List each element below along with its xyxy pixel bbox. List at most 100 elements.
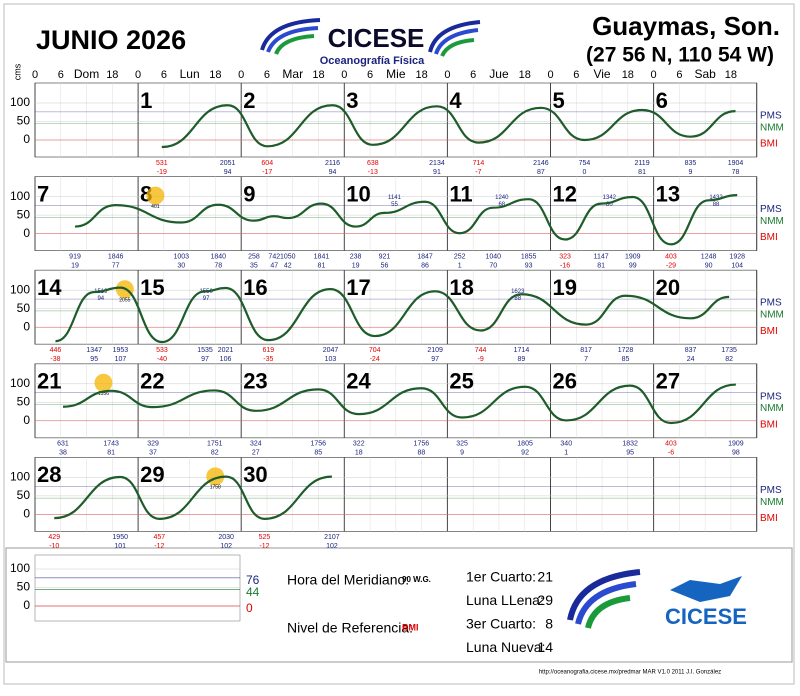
day-number: 15 [140, 275, 164, 300]
day-number: 22 [140, 369, 164, 394]
extreme-time: 1347 [86, 347, 102, 354]
extreme-time: 1756 [310, 441, 326, 448]
extreme-time: 921 [379, 253, 391, 260]
day-number: 17 [346, 275, 370, 300]
extreme-time: 533 [156, 347, 168, 354]
extreme-time: 2021 [218, 347, 234, 354]
extreme-time: 619 [262, 347, 274, 354]
legend-level-value: 76 [246, 573, 260, 587]
extreme-height: -38 [50, 356, 60, 363]
extreme-height: 81 [597, 262, 605, 269]
day-number: 9 [243, 181, 255, 206]
extreme-time: 2051 [220, 160, 236, 167]
inline-height: 94 [97, 296, 104, 302]
extreme-height: -19 [157, 169, 167, 176]
tide-curve [55, 286, 730, 344]
extreme-height: 18 [355, 450, 363, 457]
extreme-time: 403 [665, 253, 677, 260]
extreme-height: -40 [157, 356, 167, 363]
extreme-time: 835 [685, 160, 697, 167]
extreme-height: 24 [687, 356, 695, 363]
extreme-height: -24 [370, 356, 380, 363]
extreme-time: 1248 [701, 253, 717, 260]
y-tick-label: 100 [10, 470, 30, 484]
extreme-time: 1832 [622, 441, 638, 448]
dept-name: Oceanografía Física [320, 55, 425, 67]
extreme-height: 92 [521, 450, 529, 457]
extreme-height: 93 [525, 262, 533, 269]
extreme-height: -6 [668, 450, 674, 457]
legend-y-label: 100 [10, 561, 30, 575]
extreme-time: 638 [367, 160, 379, 167]
extreme-height: 78 [214, 262, 222, 269]
extreme-height: 101 [114, 543, 126, 550]
legend-y-label: 0 [23, 598, 30, 612]
footer: http://oceanografia.cicese.mx/predmar MA… [539, 670, 721, 676]
inline-height: 88 [713, 202, 720, 208]
day-name: Lun [180, 67, 200, 81]
level-name: BMI [760, 419, 778, 430]
hour-label: 6 [573, 69, 579, 81]
extreme-time: 1909 [728, 441, 744, 448]
extreme-height: 95 [626, 450, 634, 457]
hour-label: 0 [32, 69, 38, 81]
tide-curve [54, 475, 332, 520]
inline-height: 97 [203, 296, 210, 302]
extreme-time: 1714 [514, 347, 530, 354]
extreme-time: 604 [261, 160, 273, 167]
extreme-time: 2109 [427, 347, 443, 354]
day-name: Mar [282, 67, 303, 81]
hour-label: 18 [312, 69, 324, 81]
day-number: 28 [37, 462, 61, 487]
y-tick-label: 0 [23, 319, 30, 333]
extreme-time: 1050 [280, 253, 296, 260]
extreme-height: 27 [252, 450, 260, 457]
hour-label: 0 [651, 69, 657, 81]
phase-day: 29 [537, 592, 553, 608]
inline-height: 68 [498, 202, 505, 208]
extreme-height: 107 [115, 356, 127, 363]
level-name: NMM [760, 216, 784, 227]
extreme-time: 531 [156, 160, 168, 167]
day-number: 20 [656, 275, 680, 300]
extreme-height: 19 [71, 262, 79, 269]
moon-time: 1758 [210, 485, 221, 491]
extreme-height: 89 [518, 356, 526, 363]
extreme-time: 1805 [517, 441, 533, 448]
day-name: Mie [386, 67, 406, 81]
inline-height: 55 [391, 202, 398, 208]
hour-label: 6 [264, 69, 270, 81]
day-number: 24 [346, 369, 371, 394]
meridian-value: 90 W.G. [402, 575, 431, 584]
level-name: NMM [760, 310, 784, 321]
extreme-time: 2134 [429, 160, 445, 167]
extreme-time: 446 [50, 347, 62, 354]
hour-label: 0 [238, 69, 244, 81]
phase-name: Luna Nueva: [466, 639, 545, 655]
extreme-time: 324 [250, 441, 262, 448]
phase-day: 21 [537, 569, 553, 585]
extreme-time: 1904 [728, 160, 744, 167]
y-tick-label: 100 [10, 282, 30, 296]
tide-curve [62, 383, 736, 425]
extreme-time: 2146 [533, 160, 549, 167]
y-tick-label: 50 [17, 301, 31, 315]
level-name: BMI [760, 513, 778, 524]
hour-label: 18 [519, 69, 531, 81]
extreme-time: 1743 [103, 441, 119, 448]
inline-height: 88 [514, 296, 521, 302]
extreme-time: 429 [48, 534, 60, 541]
extreme-height: 81 [107, 450, 115, 457]
day-number: 5 [553, 88, 565, 113]
extreme-time: 837 [685, 347, 697, 354]
extreme-height: 81 [638, 169, 646, 176]
month-title: JUNIO 2026 [36, 25, 186, 55]
extreme-time: 2119 [635, 160, 650, 167]
extreme-time: 742 [268, 253, 280, 260]
y-tick-label: 50 [17, 114, 31, 128]
extreme-time: 1751 [207, 441, 223, 448]
extreme-time: 704 [369, 347, 381, 354]
coords: (27 56 N, 110 54 W) [586, 44, 774, 67]
extreme-height: -12 [259, 543, 269, 550]
